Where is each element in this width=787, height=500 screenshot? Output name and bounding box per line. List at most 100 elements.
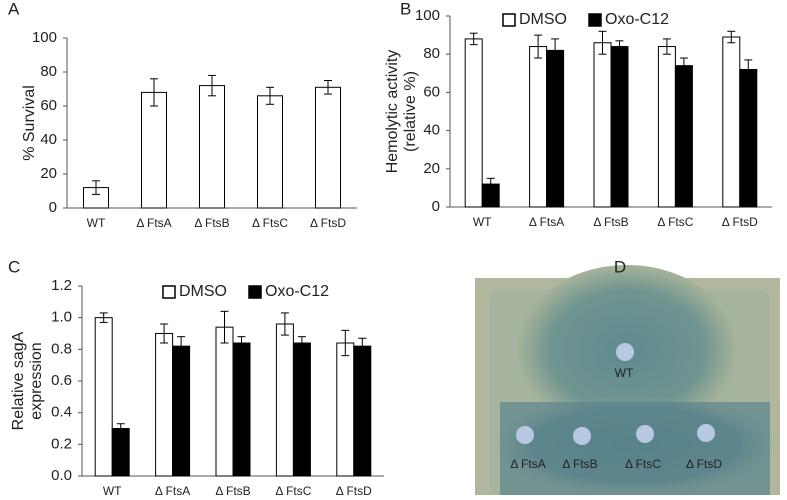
error-bar <box>266 86 274 105</box>
y-tick-label: 80 <box>423 45 440 62</box>
bar <box>353 345 372 477</box>
bar <box>257 95 283 209</box>
x-tick-label: Δ FtsA <box>155 484 190 495</box>
y-tick-label: 60 <box>423 83 440 100</box>
error-bar <box>324 80 332 95</box>
panel-label: A <box>8 0 20 18</box>
error-bar <box>341 329 350 357</box>
colony <box>616 343 634 361</box>
y-tick-label: 1.2 <box>51 277 72 294</box>
error-bar <box>92 180 100 195</box>
bar <box>292 342 311 477</box>
legend-swatch <box>162 285 176 299</box>
error-bar <box>744 59 753 80</box>
error-bar <box>486 177 495 191</box>
bar <box>722 36 741 208</box>
x-tick-label: Δ FtsC <box>252 216 288 230</box>
error-bar <box>177 336 186 357</box>
error-bar <box>727 30 736 44</box>
error-bar <box>662 38 671 55</box>
y-tick-label: 0.0 <box>51 467 72 484</box>
bar <box>141 91 167 209</box>
bar <box>111 428 130 477</box>
halo <box>500 402 770 495</box>
y-axis-label: (relative %) <box>402 71 419 152</box>
bar <box>232 342 251 477</box>
error-bar <box>280 312 289 336</box>
y-tick-label: 60 <box>40 97 57 114</box>
y-tick-label: 0.6 <box>51 372 72 389</box>
x-tick-label: Δ FtsD <box>310 216 346 230</box>
bar <box>529 46 548 208</box>
colony <box>516 426 534 444</box>
legend-label: Oxo-C12 <box>265 283 329 300</box>
bar <box>674 65 693 208</box>
error-bar <box>615 40 624 53</box>
spot-label: WT <box>615 366 634 380</box>
bar <box>464 38 483 208</box>
y-axis-label: Hemolytic activity <box>384 50 401 174</box>
y-axis-label: Relative sagA <box>10 331 27 430</box>
error-bar <box>297 336 306 350</box>
x-tick-label: Δ FtsD <box>336 484 372 495</box>
bar <box>610 46 629 208</box>
error-bar <box>679 57 688 74</box>
bar <box>155 333 174 477</box>
bar <box>315 86 341 209</box>
x-tick-label: Δ FtsB <box>215 484 250 495</box>
y-tick-label: 0 <box>432 198 440 215</box>
error-bar <box>358 337 367 355</box>
spot-label: Δ FtsD <box>686 457 722 471</box>
error-bar <box>150 78 158 107</box>
y-tick-label: 0.2 <box>51 435 72 452</box>
x-tick-label: Δ FtsC <box>657 215 693 229</box>
y-axis-label: % Survival <box>21 85 38 161</box>
colony <box>697 424 715 442</box>
y-tick-label: 1.0 <box>51 309 72 326</box>
bar <box>215 326 234 477</box>
legend-swatch <box>502 13 516 27</box>
bar <box>275 323 294 477</box>
error-bar <box>469 32 478 46</box>
bar <box>336 342 355 477</box>
bar <box>593 42 612 208</box>
colony <box>636 425 654 443</box>
y-tick-label: 80 <box>40 63 57 80</box>
error-bar <box>220 310 229 344</box>
error-bar <box>160 323 169 344</box>
y-tick-label: 40 <box>40 131 57 148</box>
spot-label: Δ FtsA <box>510 457 545 471</box>
bar <box>94 317 113 477</box>
y-tick-label: 20 <box>423 160 440 177</box>
x-tick-label: WT <box>87 216 106 230</box>
y-axis-label: expression <box>28 342 45 419</box>
panel-label: C <box>8 257 20 276</box>
spot-label: Δ FtsB <box>562 457 597 471</box>
bar <box>199 85 225 209</box>
error-bar <box>116 423 125 434</box>
x-tick-label: Δ FtsD <box>722 215 758 229</box>
x-tick-label: Δ FtsA <box>529 215 564 229</box>
error-bar <box>237 336 246 350</box>
y-tick-label: 40 <box>423 122 440 139</box>
bar <box>657 46 676 208</box>
x-tick-label: Δ FtsB <box>593 215 628 229</box>
panel-label: D <box>614 257 626 276</box>
x-tick-label: Δ FtsC <box>275 484 311 495</box>
error-bar <box>534 34 543 59</box>
error-bar <box>208 74 216 97</box>
x-tick-label: Δ FtsB <box>194 216 229 230</box>
y-tick-label: 0 <box>49 199 57 216</box>
legend-label: DMSO <box>519 11 567 28</box>
spot-label: Δ FtsC <box>625 457 661 471</box>
bar <box>172 345 191 477</box>
y-tick-label: 100 <box>415 7 440 24</box>
error-bar <box>551 38 560 63</box>
legend-label: DMSO <box>179 283 227 300</box>
y-tick-label: 0.8 <box>51 340 72 357</box>
y-tick-label: 100 <box>32 29 57 46</box>
y-tick-label: 0.4 <box>51 404 72 421</box>
panel-label: B <box>400 0 411 18</box>
y-tick-label: 20 <box>40 165 57 182</box>
